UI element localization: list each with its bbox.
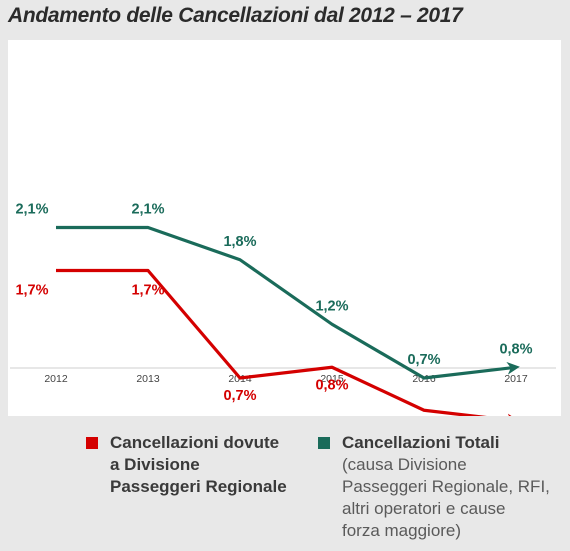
- data-label-red: 0,8%: [315, 377, 348, 393]
- legend-teal-line1: Cancellazioni Totali: [342, 433, 500, 452]
- x-tick-label: 2013: [136, 373, 160, 385]
- data-label-teal: 1,8%: [223, 234, 256, 250]
- data-label-red: 0,7%: [223, 388, 256, 404]
- chart-panel: 2012 2013 2014 2015 2016 2017 2,1% 2,1% 1,8% 1,2%…: [8, 40, 561, 416]
- data-label-teal: 0,8%: [499, 341, 532, 357]
- legend-red-swatch: [86, 437, 98, 449]
- legend-teal-line3: Passeggeri Regionale, RFI,: [342, 477, 550, 496]
- legend-red: Cancellazioni dovute a Divisione Passegg…: [86, 432, 296, 512]
- legend-teal-swatch: [318, 437, 330, 449]
- chart-title: Andamento delle Cancellazioni dal 2012 –…: [8, 4, 463, 27]
- data-label-teal: 1,2%: [315, 298, 348, 314]
- legend-teal-line2: (causa Divisione: [342, 455, 467, 474]
- legend-teal-line4: altri operatori e cause: [342, 499, 506, 518]
- series-line-teal: [56, 225, 520, 380]
- legend-red-line1: Cancellazioni dovute: [110, 433, 280, 452]
- x-tick-label: 2015: [320, 373, 344, 385]
- data-label-teal: 0,7%: [407, 352, 440, 368]
- x-tick-label: 2012: [44, 373, 68, 385]
- x-tick-label: 2017: [504, 373, 528, 385]
- series-line-red: [56, 268, 520, 416]
- data-label-teal: 2,1%: [131, 202, 164, 218]
- data-label-teal: 2,1%: [15, 202, 48, 218]
- legend-teal-line5: forza maggiore): [342, 521, 462, 540]
- data-label-red: 1,7%: [15, 283, 48, 299]
- legend-teal: Cancellazioni Totali (causa Divisione Pa…: [318, 432, 558, 547]
- legend-red-line3: Passeggeri Regionale: [110, 477, 287, 496]
- data-label-red: 1,7%: [131, 283, 164, 299]
- legend-red-line2: a Divisione: [110, 455, 200, 474]
